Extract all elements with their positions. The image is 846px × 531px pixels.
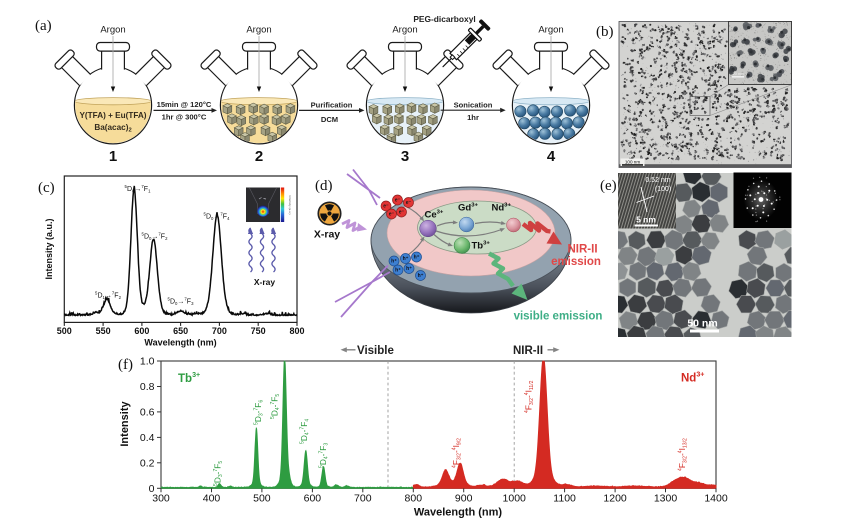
svg-text:50 nm: 50 nm bbox=[687, 318, 717, 330]
svg-text:5D0→7F1: 5D0→7F1 bbox=[125, 184, 152, 193]
svg-text:PEG-dicarboxyl: PEG-dicarboxyl bbox=[413, 14, 475, 24]
svg-text:Purification: Purification bbox=[311, 101, 353, 110]
svg-text:Wavelength (nm): Wavelength (nm) bbox=[144, 338, 216, 348]
svg-text:NIR-II: NIR-II bbox=[513, 345, 543, 357]
svg-text:5D4-7F5: 5D4-7F5 bbox=[270, 394, 282, 419]
svg-text:600: 600 bbox=[304, 493, 322, 505]
svg-text:1200: 1200 bbox=[603, 493, 627, 505]
svg-text:(e): (e) bbox=[600, 178, 617, 194]
svg-text:1.0: 1.0 bbox=[140, 356, 155, 368]
svg-text:Sonication: Sonication bbox=[454, 101, 493, 110]
svg-text:(c): (c) bbox=[38, 180, 55, 196]
svg-text:100 nm: 100 nm bbox=[625, 160, 640, 165]
svg-text:5D0→7F3: 5D0→7F3 bbox=[168, 297, 195, 306]
svg-text:4: 4 bbox=[547, 148, 556, 165]
svg-text:4F3/2-4I13/2: 4F3/2-4I13/2 bbox=[677, 438, 689, 471]
svg-text:Argon: Argon bbox=[538, 25, 563, 36]
svg-text:DCM: DCM bbox=[321, 115, 338, 124]
svg-text:h⁺: h⁺ bbox=[395, 268, 401, 274]
svg-text:1: 1 bbox=[109, 148, 117, 165]
svg-text:Argon: Argon bbox=[392, 25, 417, 36]
svg-text:1hr @ 300°C: 1hr @ 300°C bbox=[162, 113, 207, 122]
svg-text:Gd3+: Gd3+ bbox=[458, 203, 478, 214]
svg-text:e⁻: e⁻ bbox=[399, 210, 405, 216]
svg-text:Tb3+: Tb3+ bbox=[178, 371, 200, 385]
svg-text:h⁺: h⁺ bbox=[414, 255, 420, 261]
svg-text:1000: 1000 bbox=[503, 493, 527, 505]
svg-text:e⁻: e⁻ bbox=[406, 200, 412, 206]
svg-text:5D0→7F4: 5D0→7F4 bbox=[204, 212, 231, 221]
svg-text:800: 800 bbox=[405, 493, 423, 505]
svg-text:emission: emission bbox=[551, 256, 601, 268]
svg-text:500: 500 bbox=[57, 326, 72, 336]
svg-text:20 nm: 20 nm bbox=[732, 71, 744, 76]
svg-text:900: 900 bbox=[455, 493, 473, 505]
svg-text:(f): (f) bbox=[118, 357, 133, 373]
svg-text:5D0→7F2: 5D0→7F2 bbox=[142, 232, 169, 241]
svg-text:Intensity (a.u.): Intensity (a.u.) bbox=[288, 195, 292, 214]
svg-text:visible emission: visible emission bbox=[514, 311, 603, 323]
svg-text:h⁺: h⁺ bbox=[406, 266, 412, 272]
svg-text:Y(TFA) + Eu(TFA): Y(TFA) + Eu(TFA) bbox=[79, 111, 146, 120]
svg-text:(a): (a) bbox=[35, 18, 52, 34]
svg-text:5D4-7F3: 5D4-7F3 bbox=[318, 443, 330, 468]
svg-text:5 nm: 5 nm bbox=[636, 215, 656, 225]
svg-text:300: 300 bbox=[152, 493, 170, 505]
svg-text:4F3/2-4I11/2: 4F3/2-4I11/2 bbox=[524, 380, 536, 413]
svg-text:1hr: 1hr bbox=[467, 113, 479, 122]
svg-text:h⁺: h⁺ bbox=[403, 256, 409, 262]
svg-text:Nd3+: Nd3+ bbox=[681, 371, 704, 385]
svg-text:NIR-II: NIR-II bbox=[567, 244, 597, 256]
svg-text:700: 700 bbox=[212, 326, 227, 336]
svg-text:X-ray: X-ray bbox=[254, 277, 276, 287]
svg-text:Wavelength (nm): Wavelength (nm) bbox=[414, 507, 503, 519]
svg-text:(b): (b) bbox=[596, 24, 614, 40]
svg-text:0.4: 0.4 bbox=[140, 432, 155, 444]
svg-text:(100): (100) bbox=[655, 186, 671, 193]
svg-text:4F3/2-4I9/2: 4F3/2-4I9/2 bbox=[451, 438, 463, 468]
svg-text:5D3-7F5: 5D3-7F5 bbox=[213, 461, 225, 486]
svg-text:0.52 nm: 0.52 nm bbox=[645, 177, 670, 184]
svg-text:500: 500 bbox=[253, 493, 271, 505]
svg-text:Argon: Argon bbox=[246, 25, 271, 36]
svg-text:(d): (d) bbox=[315, 178, 333, 194]
svg-text:1400: 1400 bbox=[704, 493, 728, 505]
svg-text:5D1→7F2: 5D1→7F2 bbox=[95, 291, 122, 300]
svg-text:h⁺: h⁺ bbox=[418, 273, 424, 279]
svg-text:Intensity (a.u.): Intensity (a.u.) bbox=[44, 218, 54, 279]
svg-text:e⁻: e⁻ bbox=[395, 198, 401, 204]
svg-text:1100: 1100 bbox=[553, 493, 576, 505]
svg-text:0.8: 0.8 bbox=[140, 381, 155, 393]
svg-text:3: 3 bbox=[401, 148, 409, 165]
svg-text:550: 550 bbox=[96, 326, 111, 336]
svg-text:0.6: 0.6 bbox=[140, 406, 155, 418]
svg-text:650: 650 bbox=[173, 326, 188, 336]
svg-text:750: 750 bbox=[251, 326, 266, 336]
svg-text:Nd3+: Nd3+ bbox=[492, 203, 512, 214]
svg-text:Intensity: Intensity bbox=[119, 401, 131, 447]
svg-text:Tb3+: Tb3+ bbox=[472, 241, 491, 252]
svg-text:e⁻: e⁻ bbox=[389, 212, 395, 218]
svg-text:400: 400 bbox=[203, 493, 221, 505]
svg-text:Ba(acac)2: Ba(acac)2 bbox=[94, 123, 131, 134]
svg-text:600: 600 bbox=[134, 326, 149, 336]
svg-text:0: 0 bbox=[149, 483, 155, 495]
svg-text:Ce3+: Ce3+ bbox=[425, 210, 444, 221]
svg-text:1300: 1300 bbox=[654, 493, 678, 505]
svg-text:Argon: Argon bbox=[100, 25, 125, 36]
svg-text:e⁻: e⁻ bbox=[383, 204, 389, 210]
svg-text:15min @ 120°C: 15min @ 120°C bbox=[157, 100, 212, 109]
svg-text:X-ray: X-ray bbox=[314, 229, 340, 241]
svg-text:Visible: Visible bbox=[357, 345, 394, 357]
svg-text:5D3-7F6: 5D3-7F6 bbox=[253, 400, 265, 425]
svg-text:700: 700 bbox=[354, 493, 372, 505]
svg-text:0.2: 0.2 bbox=[140, 457, 155, 469]
svg-text:800: 800 bbox=[289, 326, 304, 336]
svg-text:h⁺: h⁺ bbox=[391, 259, 397, 265]
svg-text:5D4-7F4: 5D4-7F4 bbox=[299, 419, 311, 444]
svg-text:2: 2 bbox=[255, 148, 263, 165]
